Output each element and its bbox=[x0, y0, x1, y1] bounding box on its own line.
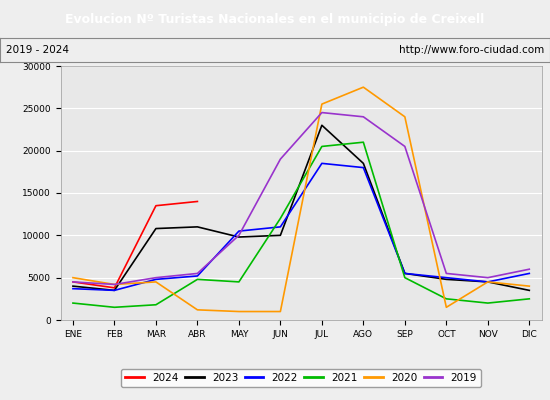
Text: Evolucion Nº Turistas Nacionales en el municipio de Creixell: Evolucion Nº Turistas Nacionales en el m… bbox=[65, 12, 485, 26]
Text: 2019 - 2024: 2019 - 2024 bbox=[6, 45, 69, 55]
Legend: 2024, 2023, 2022, 2021, 2020, 2019: 2024, 2023, 2022, 2021, 2020, 2019 bbox=[121, 369, 481, 387]
Text: http://www.foro-ciudad.com: http://www.foro-ciudad.com bbox=[399, 45, 544, 55]
